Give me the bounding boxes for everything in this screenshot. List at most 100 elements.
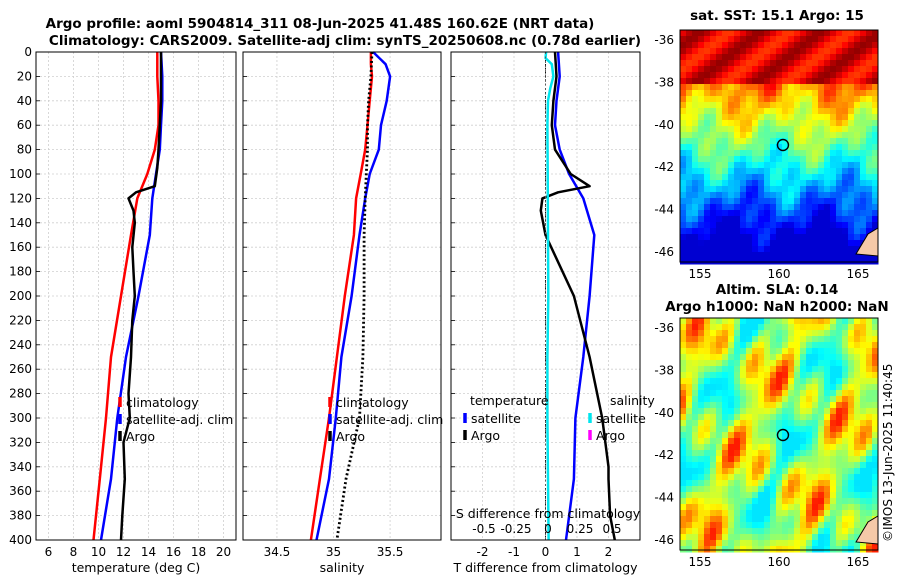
map-cell <box>848 186 855 193</box>
map-cell <box>836 462 843 469</box>
map-cell <box>746 372 753 379</box>
map-cell <box>788 48 795 55</box>
map-cell <box>698 72 705 79</box>
map-cell <box>812 540 819 547</box>
map-cell <box>842 222 849 229</box>
map-cell <box>776 396 783 403</box>
map-cell <box>866 36 873 43</box>
map-cell <box>788 354 795 361</box>
map-cell <box>710 522 717 529</box>
map-cell <box>842 252 849 259</box>
map-cell <box>734 228 741 235</box>
map-cell <box>806 366 813 373</box>
map-cell <box>764 432 771 439</box>
map-cell <box>782 84 789 91</box>
map-cell <box>794 354 801 361</box>
map-cell <box>740 210 747 217</box>
map-cell <box>710 408 717 415</box>
map-cell <box>746 132 753 139</box>
map-cell <box>764 48 771 55</box>
map-cell <box>740 222 747 229</box>
map-cell <box>710 330 717 337</box>
map-cell <box>692 144 699 151</box>
map-cell <box>794 48 801 55</box>
map-cell <box>848 414 855 421</box>
map-cell <box>794 258 801 265</box>
map-cell <box>848 510 855 517</box>
map-cell <box>806 468 813 475</box>
map-cell <box>812 348 819 355</box>
map-cell <box>854 78 861 85</box>
map-cell <box>818 168 825 175</box>
map-cell <box>758 384 765 391</box>
map-cell <box>800 54 807 61</box>
map-cell <box>806 90 813 97</box>
map-cell <box>800 156 807 163</box>
map-cell <box>680 510 687 517</box>
map-cell <box>740 450 747 457</box>
map-cell <box>716 354 723 361</box>
map-cell <box>686 450 693 457</box>
map-lat-tick: -46 <box>654 245 674 259</box>
imos-credit: ©IMOS 13-Jun-2025 11:40:45 <box>881 364 895 542</box>
map-cell <box>866 48 873 55</box>
map-cell <box>686 222 693 229</box>
map-cell <box>704 456 711 463</box>
map-cell <box>746 198 753 205</box>
map-cell <box>686 60 693 67</box>
map-cell <box>872 126 879 133</box>
map-cell <box>770 72 777 79</box>
map-lon-tick: 155 <box>689 555 712 569</box>
map-cell <box>734 126 741 133</box>
map-cell <box>692 156 699 163</box>
map-cell <box>794 174 801 181</box>
map-cell <box>764 498 771 505</box>
map-cell <box>782 396 789 403</box>
map-cell <box>704 150 711 157</box>
map-cell <box>782 258 789 265</box>
map-cell <box>842 414 849 421</box>
map-cell <box>770 198 777 205</box>
map-cell <box>830 396 837 403</box>
map-cell <box>836 66 843 73</box>
map-cell <box>800 510 807 517</box>
map-cell <box>782 480 789 487</box>
map-cell <box>776 516 783 523</box>
map-cell <box>698 162 705 169</box>
map-cell <box>710 36 717 43</box>
map-cell <box>680 486 687 493</box>
map-cell <box>776 114 783 121</box>
map-cell <box>824 390 831 397</box>
legend-label: satellite-adj. clim <box>126 412 233 427</box>
map-cell <box>782 138 789 145</box>
map-cell <box>866 450 873 457</box>
map-cell <box>800 396 807 403</box>
map-cell <box>794 318 801 325</box>
map-cell <box>770 120 777 127</box>
map-cell <box>788 432 795 439</box>
map-cell <box>758 150 765 157</box>
map-cell <box>692 132 699 139</box>
map-cell <box>680 246 687 253</box>
map-cell <box>728 186 735 193</box>
map-cell <box>746 42 753 49</box>
map-cell <box>770 420 777 427</box>
map-cell <box>734 96 741 103</box>
map-cell <box>854 318 861 325</box>
map-cell <box>704 528 711 535</box>
map-cell <box>782 240 789 247</box>
map-cell <box>866 150 873 157</box>
map-cell <box>854 342 861 349</box>
map-cell <box>812 96 819 103</box>
map-cell <box>818 72 825 79</box>
map-cell <box>692 138 699 145</box>
map-cell <box>854 258 861 265</box>
map-cell <box>740 102 747 109</box>
map-cell <box>806 522 813 529</box>
map-cell <box>722 456 729 463</box>
map-cell <box>728 36 735 43</box>
map-cell <box>836 180 843 187</box>
map-cell <box>866 384 873 391</box>
